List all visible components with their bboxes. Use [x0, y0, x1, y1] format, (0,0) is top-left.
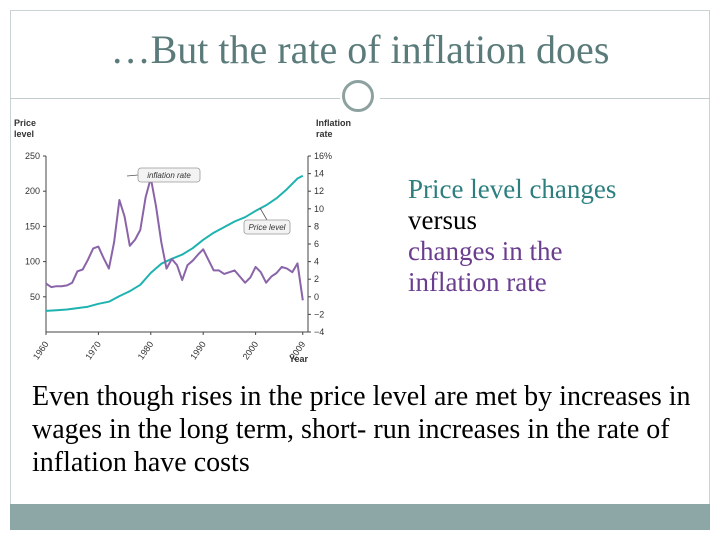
- inflation-rate-callout-label: inflation rate: [147, 171, 191, 180]
- inflation-rate-line: [45, 177, 304, 301]
- divider-ring-ornament: [342, 80, 374, 112]
- side-caption-line3: changes in the: [408, 236, 563, 266]
- x-tick-label: 1960: [31, 339, 51, 361]
- price-level-callout-label: Price level: [249, 223, 286, 232]
- x-tick-label: 1970: [83, 339, 103, 361]
- inflation-rate-callout-leader: [126, 174, 139, 177]
- right-tick-label: 4: [314, 257, 319, 267]
- right-tick-label: −2: [314, 309, 324, 319]
- body-text: Even though rises in the price level are…: [32, 381, 691, 478]
- inflation-rate-callout-box: [137, 167, 201, 183]
- side-caption-line2: versus: [408, 205, 477, 235]
- price-level-callout-box: [243, 219, 291, 235]
- chart-svg: Price level Inflation rate 2502001501005…: [14, 118, 351, 364]
- right-tick-label: 2: [314, 274, 319, 284]
- right-tick-label: 16%: [314, 151, 332, 161]
- x-tick-label: 1980: [136, 339, 156, 361]
- right-axis-label-line1: Inflation: [316, 118, 351, 128]
- price-inflation-chart: Price level Inflation rate 250 200 150 100 5…: [12, 112, 364, 372]
- side-caption-line1: Price level changes: [408, 174, 617, 204]
- left-tick-label: 250: [25, 151, 40, 161]
- left-tick-label: 200: [25, 186, 40, 196]
- title-divider-right: [380, 98, 710, 99]
- x-tick-label: 2000: [241, 339, 261, 361]
- price-level-line: [45, 174, 304, 312]
- left-tick-label: 100: [25, 257, 40, 267]
- x-tick-label: 1990: [188, 339, 208, 361]
- price-level-callout-leader: [259, 207, 268, 221]
- right-tick-label: 12: [314, 186, 324, 196]
- right-tick-label: 6: [314, 239, 319, 249]
- left-axis-label-line1: Price: [14, 118, 36, 128]
- right-tick-label: 0: [314, 292, 319, 302]
- footer-bar: [10, 504, 710, 530]
- right-tick-label: 10: [314, 204, 324, 214]
- side-caption: Price level changes versus changes in th…: [408, 174, 698, 298]
- left-tick-label: 50: [30, 292, 40, 302]
- x-axis-label: Year: [289, 354, 309, 364]
- right-tick-label: 14: [314, 169, 324, 179]
- left-axis-label-line2: level: [14, 129, 34, 139]
- right-axis-label-line2: rate: [316, 129, 333, 139]
- slide-title: …But the rate of inflation does: [110, 27, 610, 72]
- title-divider-left: [10, 98, 340, 99]
- side-caption-line4: inflation rate: [408, 267, 547, 297]
- right-tick-label: −4: [314, 327, 324, 337]
- left-tick-label: 150: [25, 221, 40, 231]
- right-tick-label: 8: [314, 221, 319, 231]
